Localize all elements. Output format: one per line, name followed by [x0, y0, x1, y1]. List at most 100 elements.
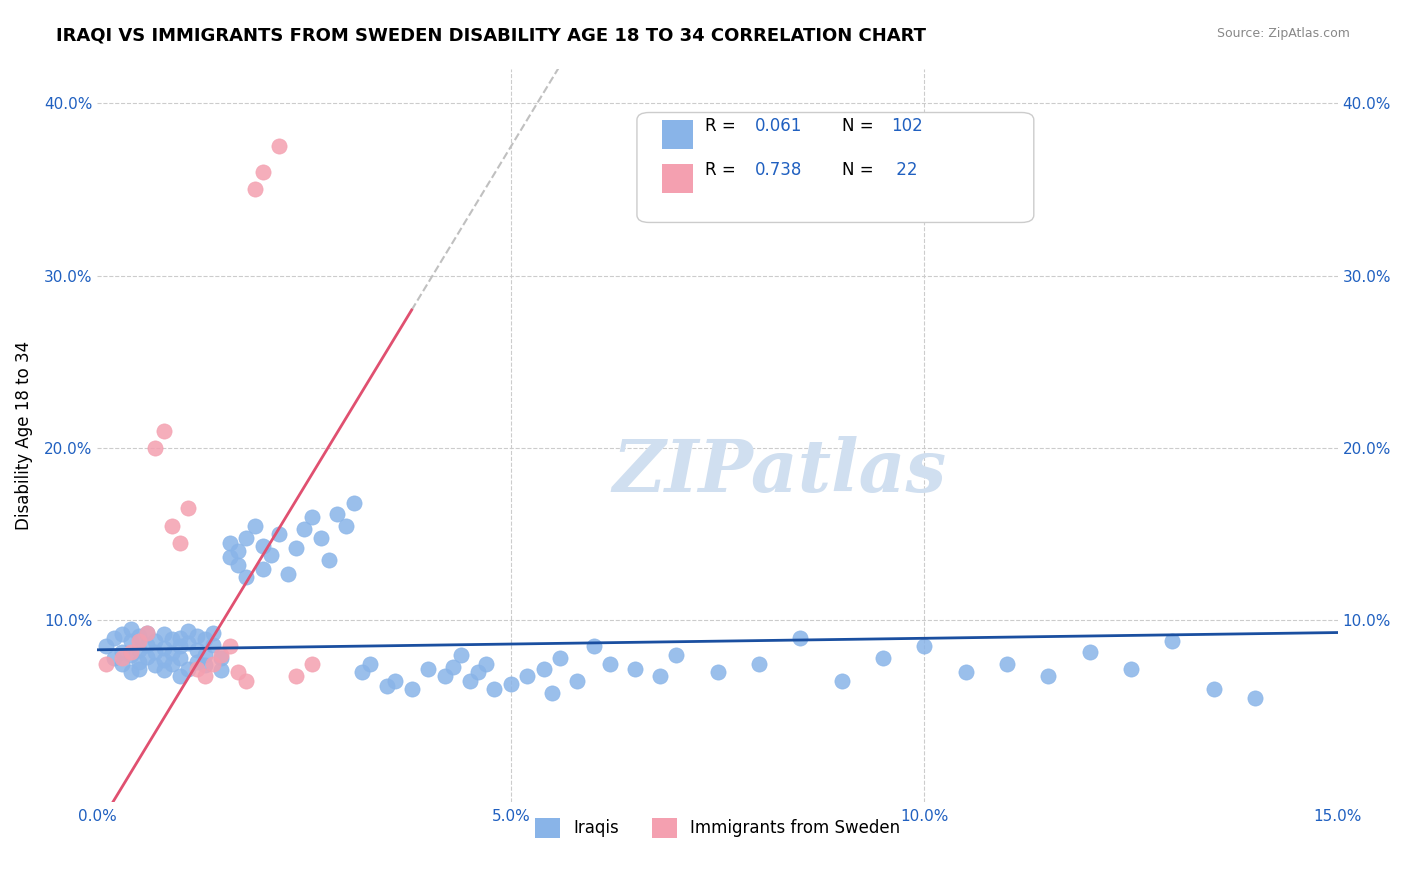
Iraqis — [1244, 691, 1267, 706]
Immigrants from Sweden — [235, 673, 257, 688]
Immigrants from Sweden — [284, 668, 307, 682]
Iraqis — [1161, 634, 1184, 648]
Iraqis — [550, 651, 572, 665]
Iraqis — [152, 627, 174, 641]
Iraqis — [599, 657, 621, 671]
Iraqis — [169, 668, 191, 682]
Immigrants from Sweden — [177, 501, 200, 516]
Immigrants from Sweden — [243, 182, 266, 196]
Iraqis — [326, 507, 349, 521]
Iraqis — [475, 657, 498, 671]
Iraqis — [120, 634, 142, 648]
Immigrants from Sweden — [152, 424, 174, 438]
Iraqis — [177, 636, 200, 650]
Iraqis — [152, 664, 174, 678]
Text: N =: N = — [842, 161, 879, 178]
FancyBboxPatch shape — [637, 112, 1033, 222]
Iraqis — [136, 625, 159, 640]
Iraqis — [226, 558, 249, 573]
Text: Source: ZipAtlas.com: Source: ZipAtlas.com — [1216, 27, 1350, 40]
Iraqis — [458, 673, 481, 688]
Immigrants from Sweden — [111, 651, 134, 665]
Iraqis — [624, 662, 647, 676]
Iraqis — [484, 682, 506, 697]
Immigrants from Sweden — [211, 648, 233, 662]
Iraqis — [789, 631, 811, 645]
Immigrants from Sweden — [252, 165, 274, 179]
Iraqis — [128, 662, 150, 676]
Bar — [662, 120, 693, 149]
Iraqis — [111, 657, 134, 671]
Iraqis — [831, 673, 853, 688]
Immigrants from Sweden — [202, 657, 225, 671]
Iraqis — [218, 549, 240, 564]
Iraqis — [103, 631, 125, 645]
Iraqis — [301, 510, 323, 524]
Iraqis — [418, 662, 440, 676]
Iraqis — [143, 634, 166, 648]
Iraqis — [235, 531, 257, 545]
Iraqis — [186, 629, 208, 643]
Iraqis — [433, 668, 456, 682]
Immigrants from Sweden — [301, 657, 323, 671]
Iraqis — [120, 622, 142, 636]
Iraqis — [143, 658, 166, 673]
Text: ZIPatlas: ZIPatlas — [613, 436, 946, 508]
Iraqis — [648, 668, 671, 682]
Iraqis — [202, 638, 225, 652]
Immigrants from Sweden — [120, 644, 142, 658]
Immigrants from Sweden — [94, 657, 117, 671]
Iraqis — [136, 638, 159, 652]
Iraqis — [748, 657, 770, 671]
Immigrants from Sweden — [128, 634, 150, 648]
Iraqis — [284, 541, 307, 555]
Iraqis — [160, 646, 183, 660]
Iraqis — [252, 562, 274, 576]
Immigrants from Sweden — [194, 668, 217, 682]
Iraqis — [541, 686, 564, 700]
Iraqis — [111, 644, 134, 658]
Iraqis — [202, 625, 225, 640]
Iraqis — [218, 536, 240, 550]
Iraqis — [401, 682, 423, 697]
Immigrants from Sweden — [136, 625, 159, 640]
Iraqis — [177, 624, 200, 638]
Iraqis — [277, 566, 299, 581]
Iraqis — [565, 673, 588, 688]
Iraqis — [665, 648, 688, 662]
Iraqis — [103, 651, 125, 665]
Iraqis — [152, 641, 174, 656]
Iraqis — [912, 640, 935, 654]
Iraqis — [186, 642, 208, 657]
Iraqis — [1078, 644, 1101, 658]
Iraqis — [211, 664, 233, 678]
Iraqis — [1202, 682, 1225, 697]
Immigrants from Sweden — [269, 139, 291, 153]
Iraqis — [120, 665, 142, 680]
Iraqis — [450, 648, 472, 662]
Iraqis — [94, 640, 117, 654]
Iraqis — [235, 570, 257, 584]
Iraqis — [169, 640, 191, 654]
Iraqis — [120, 648, 142, 662]
Iraqis — [194, 658, 217, 673]
Iraqis — [955, 665, 977, 680]
Iraqis — [128, 629, 150, 643]
Immigrants from Sweden — [218, 640, 240, 654]
Text: R =: R = — [706, 117, 741, 135]
Iraqis — [194, 632, 217, 647]
Iraqis — [343, 496, 366, 510]
Iraqis — [441, 660, 464, 674]
Iraqis — [177, 662, 200, 676]
Text: 0.061: 0.061 — [755, 117, 803, 135]
Immigrants from Sweden — [143, 441, 166, 455]
Text: 102: 102 — [891, 117, 922, 135]
Immigrants from Sweden — [186, 662, 208, 676]
Text: N =: N = — [842, 117, 879, 135]
Bar — [662, 164, 693, 194]
Iraqis — [152, 653, 174, 667]
Iraqis — [995, 657, 1018, 671]
Iraqis — [309, 531, 332, 545]
Iraqis — [269, 527, 291, 541]
Iraqis — [186, 655, 208, 669]
